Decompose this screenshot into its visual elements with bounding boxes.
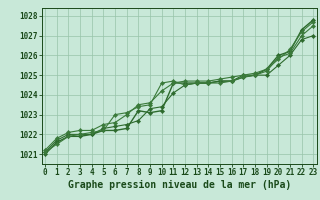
X-axis label: Graphe pression niveau de la mer (hPa): Graphe pression niveau de la mer (hPa): [68, 180, 291, 190]
